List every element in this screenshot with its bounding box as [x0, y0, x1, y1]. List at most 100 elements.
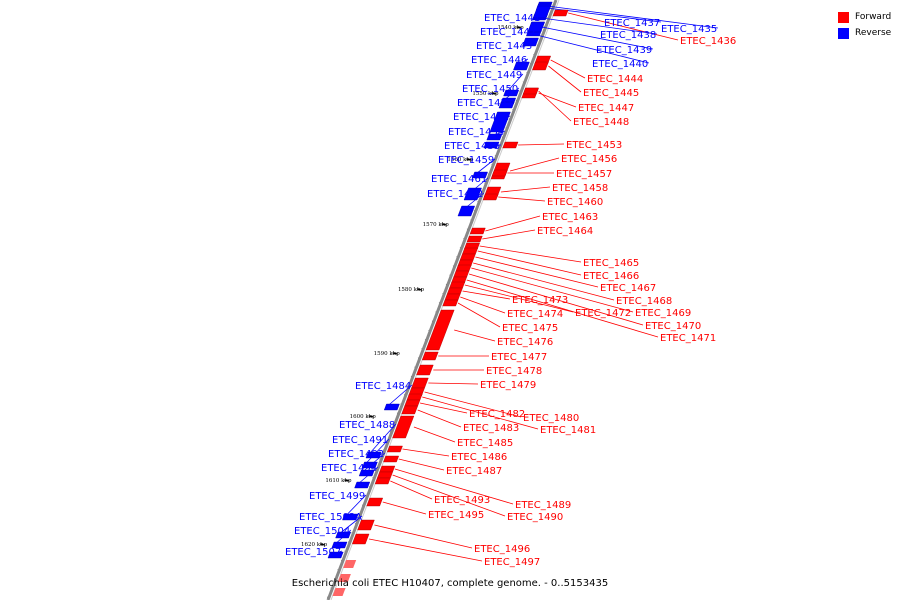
gene-label: ETEC_1486 — [451, 452, 507, 463]
gene-label: ETEC_1482 — [469, 409, 525, 420]
gene-label: ETEC_1446 — [471, 55, 527, 66]
gene-label: ETEC_1459 — [438, 155, 494, 166]
leader-line — [422, 396, 539, 430]
major-tick — [416, 288, 423, 291]
gene-feature — [404, 399, 421, 407]
gene-feature — [483, 141, 500, 149]
leader-line — [454, 329, 496, 342]
leader-line — [538, 92, 577, 108]
gene-label: ETEC_1444 — [587, 74, 643, 85]
gene-feature — [361, 461, 378, 469]
gene-label: ETEC_1474 — [507, 309, 563, 320]
gene-label: ETEC_1484 — [355, 381, 411, 392]
gene-label: ETEC_1485 — [457, 438, 513, 449]
gene-label: ETEC_1496 — [474, 544, 530, 555]
leader-line — [479, 245, 582, 263]
major-tick — [319, 543, 326, 546]
leader-line — [528, 32, 649, 64]
gene-feature — [357, 519, 375, 531]
gene-feature — [365, 451, 382, 459]
leader-line — [538, 90, 572, 122]
gene-label: ETEC_1450 — [462, 84, 518, 95]
gene-label: ETEC_1460 — [547, 197, 603, 208]
ruler-label: 1620 kbp — [301, 542, 328, 548]
leader-line — [473, 262, 615, 301]
gene-feature — [342, 513, 358, 521]
gene-feature — [392, 415, 415, 439]
leader-line — [386, 384, 413, 408]
gene-feature — [444, 293, 461, 301]
gene-label: ETEC_1507 — [285, 547, 341, 558]
gene-label: ETEC_1437 — [604, 18, 660, 29]
ruler-label: 1550 kbp — [472, 91, 499, 97]
gene-feature — [411, 377, 429, 389]
gene-feature — [532, 5, 552, 19]
gene-label: ETEC_1493 — [434, 495, 490, 506]
gene-feature — [379, 465, 396, 473]
gene-feature — [491, 169, 508, 177]
ruler-label: 1580 kbp — [398, 287, 425, 293]
leader-line — [424, 391, 522, 418]
gene-label: ETEC_1477 — [491, 352, 547, 363]
gene-label: ETEC_1478 — [486, 366, 542, 377]
leader-line — [471, 267, 634, 313]
gene-feature — [449, 281, 466, 289]
gene-label: ETEC_1473 — [512, 295, 568, 306]
gene-label: ETEC_1458 — [552, 183, 608, 194]
gene-label: ETEC_1490 — [507, 512, 563, 523]
gene-label: ETEC_1483 — [463, 423, 519, 434]
ruler-label: 1590 kbp — [374, 351, 401, 357]
leader-line — [464, 284, 574, 313]
gene-feature — [366, 497, 384, 507]
genome-caption: Escherichia coli ETEC H10407, complete g… — [291, 578, 609, 589]
gene-label: ETEC_1466 — [583, 271, 639, 282]
gene-feature — [351, 533, 370, 545]
gene-label: ETEC_1455 — [444, 141, 500, 152]
leader-line — [460, 296, 506, 314]
gene-feature — [386, 445, 403, 453]
gene-label: ETEC_1471 — [660, 333, 716, 344]
leader-line — [413, 426, 456, 443]
gene-label: ETEC_1445 — [583, 88, 639, 99]
major-tick — [516, 26, 522, 29]
gene-label: ETEC_1497 — [484, 557, 540, 568]
leader-line — [402, 448, 450, 457]
gene-label: ETEC_1464 — [537, 226, 593, 237]
legend-forward: Forward — [838, 9, 891, 25]
gene-feature — [442, 299, 459, 307]
ruler-label: 1610 kbp — [325, 478, 352, 484]
gene-feature — [327, 551, 344, 559]
gene-label: ETEC_1481 — [540, 425, 596, 436]
gene-label: ETEC_1456 — [561, 154, 617, 165]
gene-label: ETEC_1448 — [573, 117, 629, 128]
leader-line — [392, 474, 506, 517]
leader-line — [374, 524, 473, 549]
gene-label: ETEC_1436 — [680, 36, 736, 47]
gene-label: ETEC_1491 — [332, 435, 388, 446]
gene-labels: ETEC_1436 ETEC_1444 ETEC_1445 ETEC_1447 ETEC… — [285, 13, 736, 568]
gene-label: ETEC_1480 — [523, 413, 579, 424]
genome-axis — [326, 0, 558, 600]
gene-label: ETEC_1470 — [645, 321, 701, 332]
gene-feature — [482, 193, 499, 201]
leader-line — [417, 409, 462, 428]
gene-label: ETEC_1495 — [428, 510, 484, 521]
gene-feature — [401, 405, 419, 415]
gene-feature — [522, 37, 539, 47]
gene-feature — [425, 309, 455, 351]
leader-line — [548, 65, 582, 93]
legend-forward-label: Forward — [855, 12, 892, 22]
gene-label: ETEC_1435 — [661, 24, 717, 35]
gene-feature — [374, 477, 391, 485]
gene-label: ETEC_1472 — [575, 308, 631, 319]
leader-line — [500, 186, 551, 193]
gene-feature — [332, 588, 346, 596]
gene-feature — [343, 560, 357, 568]
leader-line — [518, 143, 565, 146]
gene-label: ETEC_1463 — [542, 212, 598, 223]
leader-line — [534, 16, 657, 35]
gene-feature — [459, 253, 476, 261]
gene-feature — [455, 264, 472, 272]
gene-label: ETEC_1453 — [566, 140, 622, 151]
